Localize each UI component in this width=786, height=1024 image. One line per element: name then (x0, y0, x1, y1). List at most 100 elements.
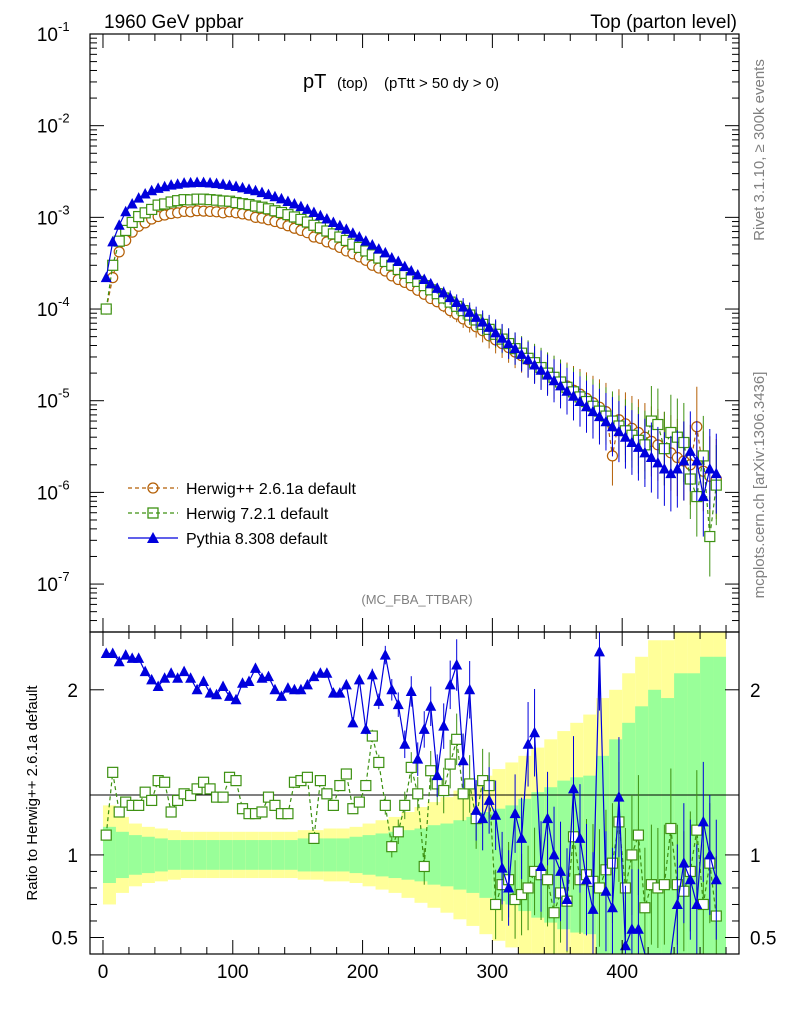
band-inner (167, 840, 181, 870)
band-inner (102, 826, 116, 883)
ratio-point (230, 693, 242, 705)
data-point (288, 197, 300, 209)
title-sub: (top) (337, 75, 368, 92)
ratio-point (113, 806, 125, 818)
band-inner (128, 835, 142, 875)
band-inner (323, 838, 337, 872)
band-inner (687, 673, 701, 954)
main-plot: 10-110-210-310-410-510-610-7 pT (top) (p… (37, 19, 740, 633)
main-ytick-label-exp: -2 (58, 111, 70, 126)
ratio-point (139, 786, 151, 798)
band-inner (245, 840, 259, 870)
ratio-point (204, 783, 216, 795)
main-ytick-label-exp: -4 (58, 294, 70, 309)
series-line-2 (105, 181, 717, 497)
ratio-point (710, 873, 722, 885)
ratio-point (146, 673, 158, 685)
ratio-point (308, 832, 320, 845)
data-point (568, 390, 580, 401)
ratio-point (353, 796, 365, 808)
ratio-ytick-label-left: 0.5 (52, 928, 78, 949)
header-left: 1960 GeV ppbar (104, 12, 244, 33)
data-point (665, 467, 677, 479)
ratio-point (185, 672, 197, 683)
ratio-point (548, 907, 560, 919)
ratio-point (678, 857, 690, 868)
ratio-point (113, 655, 125, 667)
ratio-point (665, 822, 677, 835)
ratio-point (191, 683, 203, 695)
xtick-label: 200 (347, 962, 379, 983)
band-inner (284, 840, 298, 870)
ratio-point (613, 791, 625, 802)
data-point (120, 205, 132, 217)
data-point (444, 291, 456, 303)
data-point (561, 385, 573, 396)
data-point (509, 342, 521, 354)
data-point (684, 445, 696, 456)
data-point (269, 190, 281, 202)
ratio-point (418, 723, 430, 734)
band-inner (453, 820, 467, 890)
data-point (321, 212, 333, 224)
ratio-point (496, 862, 508, 873)
title-main: pT (303, 71, 326, 93)
ratio-point (412, 753, 424, 764)
data-point (704, 462, 716, 474)
ratio-point (165, 806, 177, 818)
ratio-point (431, 769, 443, 781)
data-point (230, 180, 242, 192)
data-point (314, 209, 326, 221)
band-inner (336, 838, 350, 872)
data-point (126, 197, 138, 209)
data-point (658, 462, 670, 474)
band-inner (479, 811, 493, 898)
ratio-point (541, 874, 554, 886)
ratio-point (438, 720, 450, 731)
ratio-point (249, 662, 261, 673)
data-point (113, 246, 125, 258)
band-inner (141, 836, 155, 874)
main-ytick-label-exp: -1 (58, 19, 70, 34)
band-inner (310, 838, 324, 872)
main-ytick-label: 10 (37, 300, 58, 321)
ratio-point (282, 682, 294, 693)
ratio-point (133, 652, 145, 663)
data-point (451, 296, 463, 307)
ratio-point (204, 687, 216, 698)
ratio-point (457, 788, 469, 800)
data-point (399, 260, 411, 272)
band-inner (258, 840, 272, 870)
band-inner (232, 840, 246, 870)
data-point (431, 282, 443, 293)
ratio-point (529, 726, 541, 738)
ratio-point (256, 806, 268, 818)
data-point (535, 364, 547, 375)
ratio-point (386, 683, 398, 695)
data-point (529, 359, 541, 370)
ratio-point (522, 738, 534, 749)
data-point (678, 454, 690, 466)
ratio-point (275, 690, 287, 701)
ratio-point (464, 778, 476, 790)
ratio-point (373, 756, 385, 769)
ratio-point (340, 678, 352, 690)
band-inner (180, 840, 194, 870)
data-point (353, 231, 365, 242)
ratio-point (684, 873, 696, 885)
band-inner (193, 840, 207, 870)
data-point (652, 456, 664, 468)
data-point (100, 271, 112, 283)
ratio-ticks (90, 632, 739, 954)
legend: Herwig++ 2.6.1a default Herwig 7.2.1 def… (128, 481, 356, 548)
data-point (412, 269, 424, 280)
data-point (418, 273, 430, 284)
data-point (587, 405, 599, 417)
ratio-point (353, 673, 365, 685)
data-point (704, 530, 716, 543)
ratio-point (373, 695, 385, 706)
main-ytick-label-exp: -7 (58, 569, 70, 584)
data-point (626, 436, 638, 448)
data-point (483, 321, 495, 332)
ratio-point (178, 665, 190, 677)
